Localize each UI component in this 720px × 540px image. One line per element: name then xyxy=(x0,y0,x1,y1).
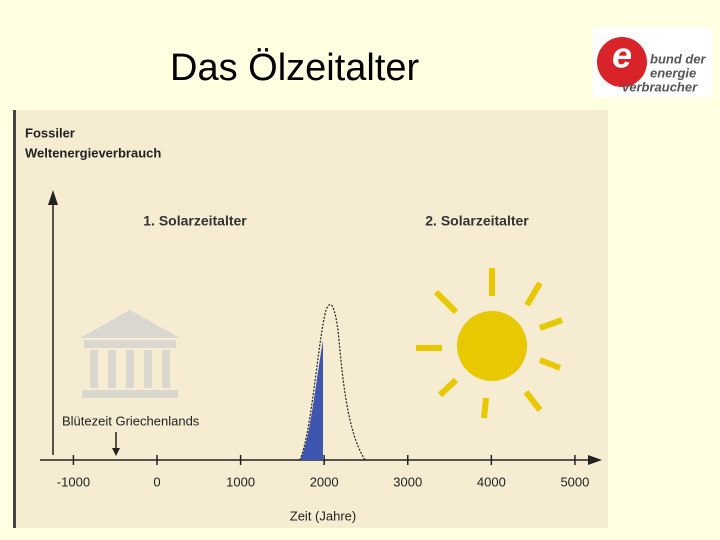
x-tick-label: 5000 xyxy=(560,474,589,489)
y-axis-arrow xyxy=(48,190,58,205)
temple-icon xyxy=(80,310,180,398)
logo-letter: e xyxy=(612,35,632,76)
annotation-arrow-head xyxy=(112,448,120,456)
chart-background xyxy=(13,110,608,528)
logo-text: energie xyxy=(650,65,696,80)
annotation: 1. Solarzeitalter xyxy=(143,213,247,229)
logo: e bund der energie verbraucher xyxy=(593,27,712,97)
slide-title: Das Ölzeitalter xyxy=(170,47,420,89)
logo-text: bund der xyxy=(650,51,707,66)
x-axis-label: Zeit (Jahre) xyxy=(290,508,356,523)
consumption-area xyxy=(300,340,323,460)
x-tick-label: 0 xyxy=(153,474,160,489)
x-axis-arrow xyxy=(588,455,602,465)
logo-mark xyxy=(597,37,647,87)
y-axis-label: Weltenergieverbrauch xyxy=(25,145,161,160)
x-tick-label: 1000 xyxy=(226,474,255,489)
y-axis-label: Fossiler xyxy=(25,125,75,140)
x-tick-label: 3000 xyxy=(393,474,422,489)
annotation: 2. Solarzeitalter xyxy=(425,213,529,229)
sun-icon xyxy=(416,268,564,419)
x-tick-label: 4000 xyxy=(477,474,506,489)
chart-border xyxy=(13,110,16,528)
annotation: Blütezeit Griechenlands xyxy=(62,413,200,428)
x-tick-label: -1000 xyxy=(57,474,90,489)
x-tick-label: 2000 xyxy=(310,474,339,489)
chart: Fossiler Weltenergieverbrauch Zeit (Jahr… xyxy=(13,110,608,528)
logo-text: verbraucher xyxy=(622,79,698,94)
